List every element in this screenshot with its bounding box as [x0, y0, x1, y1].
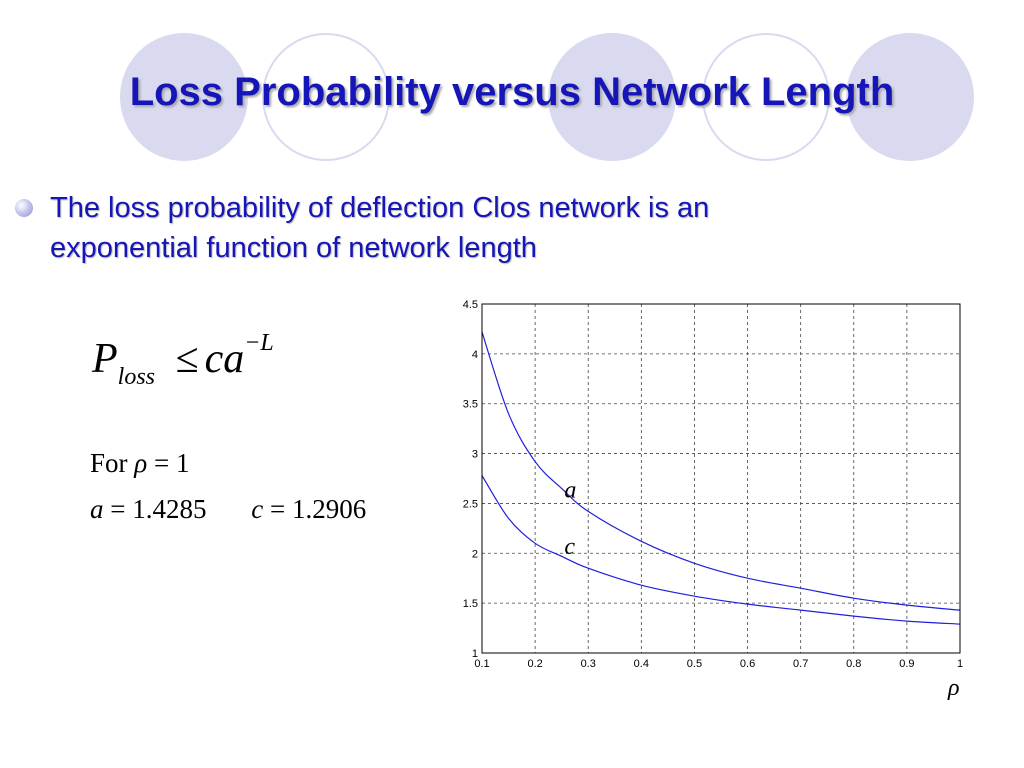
- for-word: For: [90, 448, 128, 478]
- x-tick-label: 0.5: [687, 658, 702, 670]
- x-tick-label: 0.2: [527, 658, 542, 670]
- c-value: = 1.2906: [269, 494, 367, 524]
- series-line-a: [481, 331, 961, 611]
- parameter-values: a = 1.4285 c = 1.2906: [90, 494, 366, 525]
- bullet-line-2: exponential function of network length: [50, 232, 537, 264]
- slide-title: Loss Probability versus Network Length: [129, 70, 895, 114]
- y-tick-label: 4: [472, 349, 478, 361]
- bullet-icon: [15, 199, 33, 217]
- decor-circle-2: [262, 33, 390, 161]
- formula-p-subscript: loss: [117, 364, 156, 390]
- chart-grid: [482, 304, 960, 653]
- y-tick-label: 1.5: [463, 598, 478, 610]
- loss-formula: Ploss ≤ ca−L: [92, 330, 274, 391]
- a-symbol: a: [90, 494, 104, 524]
- formula-p: P: [92, 336, 118, 382]
- bullet-text: The loss probability of deflection Clos …: [50, 188, 870, 268]
- decor-circle-3: [548, 33, 676, 161]
- chart-ticks: 0.1 0.2 0.3 0.4 0.5 0.6 0.7 0.8 0.9 1 1 1.5 2 2.5 3 3.5…: [463, 299, 963, 670]
- y-tick-label: 3.5: [463, 399, 478, 411]
- series-line-c: [481, 475, 961, 625]
- bullet-line-1: The loss probability of deflection Clos …: [50, 192, 710, 224]
- chart-series: [481, 331, 961, 625]
- a-value: = 1.4285: [110, 494, 207, 524]
- decor-circle-4: [702, 33, 830, 161]
- loss-chart: 0.1 0.2 0.3 0.4 0.5 0.6 0.7 0.8 0.9 1 1 1.5 2 2.5 3 3.5…: [463, 299, 963, 701]
- x-tick-label: 0.6: [740, 658, 755, 670]
- formula-relation: ≤: [175, 336, 199, 382]
- y-tick-label: 1: [472, 648, 478, 660]
- curve-label-a: a: [564, 477, 576, 503]
- y-tick-label: 2.5: [463, 498, 478, 510]
- formula-ca: ca: [204, 336, 245, 382]
- x-tick-label: 0.3: [581, 658, 596, 670]
- rho-value: = 1: [153, 448, 190, 478]
- y-tick-label: 2: [472, 548, 478, 560]
- decor-circle-1: [120, 33, 248, 161]
- decor-circle-5: [846, 33, 974, 161]
- x-tick-label: 1: [957, 658, 963, 670]
- x-tick-label: 0.4: [634, 658, 649, 670]
- x-axis-label: ρ: [947, 675, 960, 701]
- rho-condition: For ρ = 1: [90, 448, 189, 479]
- x-tick-label: 0.7: [793, 658, 808, 670]
- plot-frame: [481, 303, 961, 654]
- y-tick-label: 4.5: [463, 299, 478, 311]
- x-tick-label: 0.9: [899, 658, 914, 670]
- x-tick-label: 0.1: [474, 658, 489, 670]
- curve-label-c: c: [564, 534, 575, 560]
- c-symbol: c: [251, 494, 264, 524]
- rho-symbol: ρ: [134, 448, 148, 478]
- formula-exponent: −L: [244, 330, 274, 356]
- y-tick-label: 3: [472, 449, 478, 461]
- x-tick-label: 0.8: [846, 658, 861, 670]
- chart-labels: a c ρ: [564, 477, 959, 701]
